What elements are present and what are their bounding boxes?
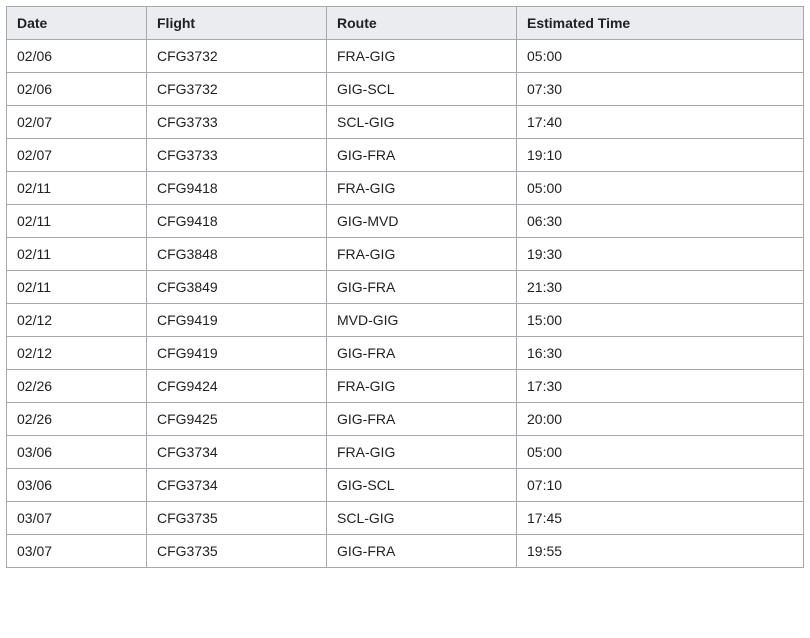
cell-flight: CFG3734 bbox=[147, 436, 327, 469]
cell-route: FRA-GIG bbox=[327, 238, 517, 271]
table-row: 02/11CFG3848FRA-GIG19:30 bbox=[7, 238, 804, 271]
cell-flight: CFG9419 bbox=[147, 304, 327, 337]
cell-flight: CFG3733 bbox=[147, 139, 327, 172]
header-row: DateFlightRouteEstimated Time bbox=[7, 7, 804, 40]
cell-flight: CFG3735 bbox=[147, 502, 327, 535]
cell-date: 03/07 bbox=[7, 535, 147, 568]
cell-time: 15:00 bbox=[517, 304, 804, 337]
cell-route: FRA-GIG bbox=[327, 436, 517, 469]
cell-date: 02/11 bbox=[7, 238, 147, 271]
cell-flight: CFG3848 bbox=[147, 238, 327, 271]
cell-date: 02/26 bbox=[7, 370, 147, 403]
cell-route: SCL-GIG bbox=[327, 106, 517, 139]
cell-flight: CFG3849 bbox=[147, 271, 327, 304]
table-header: DateFlightRouteEstimated Time bbox=[7, 7, 804, 40]
table-row: 02/12CFG9419GIG-FRA16:30 bbox=[7, 337, 804, 370]
cell-time: 17:45 bbox=[517, 502, 804, 535]
cell-flight: CFG9425 bbox=[147, 403, 327, 436]
table-row: 02/26CFG9424FRA-GIG17:30 bbox=[7, 370, 804, 403]
cell-route: FRA-GIG bbox=[327, 370, 517, 403]
cell-flight: CFG9418 bbox=[147, 172, 327, 205]
cell-route: SCL-GIG bbox=[327, 502, 517, 535]
col-header-route: Route bbox=[327, 7, 517, 40]
cell-flight: CFG3735 bbox=[147, 535, 327, 568]
table-row: 02/06CFG3732GIG-SCL07:30 bbox=[7, 73, 804, 106]
cell-date: 02/11 bbox=[7, 271, 147, 304]
table-row: 03/07CFG3735SCL-GIG17:45 bbox=[7, 502, 804, 535]
cell-route: GIG-MVD bbox=[327, 205, 517, 238]
cell-time: 19:10 bbox=[517, 139, 804, 172]
cell-time: 17:30 bbox=[517, 370, 804, 403]
cell-date: 03/06 bbox=[7, 469, 147, 502]
table-row: 02/06CFG3732FRA-GIG05:00 bbox=[7, 40, 804, 73]
cell-flight: CFG3732 bbox=[147, 40, 327, 73]
cell-time: 05:00 bbox=[517, 40, 804, 73]
table-row: 02/26CFG9425GIG-FRA20:00 bbox=[7, 403, 804, 436]
cell-flight: CFG9419 bbox=[147, 337, 327, 370]
table-row: 02/11CFG9418FRA-GIG05:00 bbox=[7, 172, 804, 205]
cell-route: GIG-FRA bbox=[327, 139, 517, 172]
cell-date: 02/06 bbox=[7, 40, 147, 73]
cell-time: 06:30 bbox=[517, 205, 804, 238]
cell-date: 03/06 bbox=[7, 436, 147, 469]
cell-route: FRA-GIG bbox=[327, 40, 517, 73]
cell-route: GIG-FRA bbox=[327, 403, 517, 436]
cell-date: 02/07 bbox=[7, 106, 147, 139]
cell-date: 02/12 bbox=[7, 304, 147, 337]
cell-flight: CFG3733 bbox=[147, 106, 327, 139]
cell-date: 03/07 bbox=[7, 502, 147, 535]
col-header-time: Estimated Time bbox=[517, 7, 804, 40]
cell-time: 17:40 bbox=[517, 106, 804, 139]
cell-flight: CFG9424 bbox=[147, 370, 327, 403]
table-row: 02/11CFG9418GIG-MVD06:30 bbox=[7, 205, 804, 238]
cell-date: 02/26 bbox=[7, 403, 147, 436]
cell-route: GIG-SCL bbox=[327, 469, 517, 502]
table-row: 02/07CFG3733SCL-GIG17:40 bbox=[7, 106, 804, 139]
cell-time: 21:30 bbox=[517, 271, 804, 304]
cell-time: 05:00 bbox=[517, 172, 804, 205]
table-row: 02/07CFG3733GIG-FRA19:10 bbox=[7, 139, 804, 172]
table-row: 03/07CFG3735GIG-FRA19:55 bbox=[7, 535, 804, 568]
cell-time: 20:00 bbox=[517, 403, 804, 436]
col-header-date: Date bbox=[7, 7, 147, 40]
cell-date: 02/12 bbox=[7, 337, 147, 370]
cell-time: 19:30 bbox=[517, 238, 804, 271]
flights-table: DateFlightRouteEstimated Time 02/06CFG37… bbox=[6, 6, 804, 568]
cell-date: 02/07 bbox=[7, 139, 147, 172]
table-row: 03/06CFG3734FRA-GIG05:00 bbox=[7, 436, 804, 469]
cell-route: MVD-GIG bbox=[327, 304, 517, 337]
cell-route: GIG-FRA bbox=[327, 271, 517, 304]
table-row: 02/12CFG9419MVD-GIG15:00 bbox=[7, 304, 804, 337]
cell-route: GIG-SCL bbox=[327, 73, 517, 106]
cell-date: 02/11 bbox=[7, 172, 147, 205]
table-body: 02/06CFG3732FRA-GIG05:0002/06CFG3732GIG-… bbox=[7, 40, 804, 568]
cell-route: FRA-GIG bbox=[327, 172, 517, 205]
cell-time: 05:00 bbox=[517, 436, 804, 469]
cell-date: 02/06 bbox=[7, 73, 147, 106]
cell-flight: CFG3732 bbox=[147, 73, 327, 106]
cell-flight: CFG9418 bbox=[147, 205, 327, 238]
cell-time: 07:30 bbox=[517, 73, 804, 106]
cell-flight: CFG3734 bbox=[147, 469, 327, 502]
cell-time: 16:30 bbox=[517, 337, 804, 370]
cell-time: 07:10 bbox=[517, 469, 804, 502]
cell-route: GIG-FRA bbox=[327, 337, 517, 370]
table-row: 02/11CFG3849GIG-FRA21:30 bbox=[7, 271, 804, 304]
col-header-flight: Flight bbox=[147, 7, 327, 40]
table-row: 03/06CFG3734GIG-SCL07:10 bbox=[7, 469, 804, 502]
cell-date: 02/11 bbox=[7, 205, 147, 238]
cell-route: GIG-FRA bbox=[327, 535, 517, 568]
cell-time: 19:55 bbox=[517, 535, 804, 568]
